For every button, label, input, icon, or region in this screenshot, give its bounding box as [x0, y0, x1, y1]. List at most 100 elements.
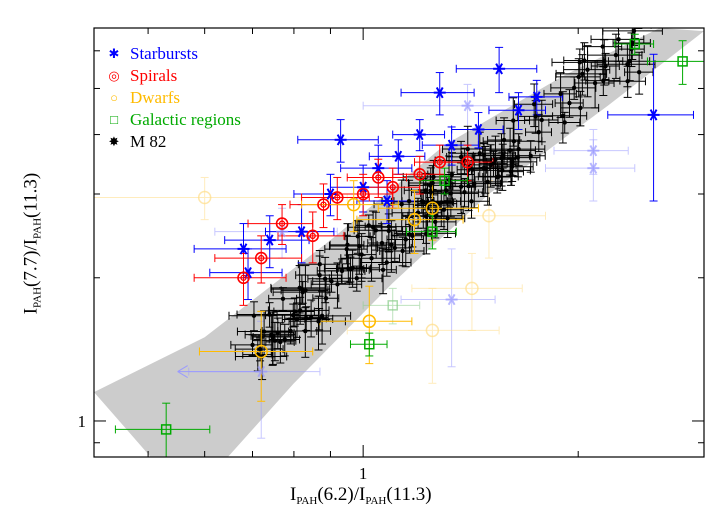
- m82-point: [278, 339, 283, 345]
- m82-point: [558, 91, 563, 97]
- m82-point: [616, 37, 621, 42]
- m82-point: [539, 117, 544, 123]
- star-stroke: [326, 188, 335, 200]
- starburst-point: [587, 144, 600, 157]
- m82-point: [297, 285, 302, 291]
- star-stroke: [447, 139, 456, 151]
- star-stroke: [447, 293, 456, 306]
- spiral-point: [413, 168, 427, 181]
- m82-point: [601, 78, 606, 83]
- error-bar: [400, 248, 496, 368]
- legend-label: Spirals: [130, 66, 178, 85]
- m82-point: [369, 256, 374, 261]
- m82-point: [366, 223, 371, 228]
- spiral-point: [275, 217, 289, 230]
- m82-point: [270, 334, 275, 340]
- error-bar: [411, 252, 523, 331]
- m82-point: [603, 63, 608, 69]
- legend-item-dwarfs: ○ Dwarfs: [104, 87, 241, 109]
- m82-point: [297, 308, 303, 313]
- m82-point: [423, 188, 429, 193]
- m82-point: [288, 328, 293, 334]
- m82-point: [359, 265, 364, 271]
- star-stroke: [257, 365, 266, 378]
- m82-point: [462, 189, 467, 195]
- star-stroke: [435, 86, 444, 99]
- m82-point: [406, 198, 412, 204]
- error-bar: [455, 46, 538, 94]
- star-stroke: [265, 234, 274, 246]
- m82-point: [322, 276, 328, 282]
- m82-point: [386, 224, 392, 229]
- galactic-region-point: [629, 38, 641, 50]
- legend: ✱ Starbursts ◎ Spirals ○ Dwarfs □ Galact…: [104, 43, 241, 153]
- spiral-point: [306, 229, 320, 243]
- starburst-point: [472, 123, 485, 136]
- m82-point: [485, 179, 490, 185]
- star-stroke: [589, 144, 598, 157]
- m82-point: [433, 219, 438, 225]
- spiral-point-inner: [464, 159, 471, 166]
- starburst-point: [493, 63, 506, 75]
- m82-point: [433, 213, 439, 219]
- m82-point: [379, 240, 385, 246]
- m82-point: [303, 288, 308, 293]
- starburst-point: [334, 134, 347, 146]
- m82-point: [373, 228, 379, 233]
- m82-point: [423, 214, 429, 219]
- m82-point: [458, 154, 464, 160]
- m82-point: [533, 114, 538, 119]
- m82-point: [329, 279, 334, 284]
- m82-point: [511, 139, 517, 144]
- m82-point: [582, 58, 587, 63]
- legend-label: Starbursts: [130, 44, 198, 63]
- m82-point: [291, 313, 296, 318]
- axes-layer: 11: [78, 27, 705, 483]
- starburst-point: [445, 139, 458, 151]
- star-stroke: [394, 150, 403, 163]
- m82-point: [466, 183, 471, 189]
- m82-point: [511, 118, 516, 123]
- m82-point: [319, 313, 325, 319]
- m82-point: [399, 202, 404, 207]
- galactic-region-point: [439, 175, 450, 186]
- m82-point: [339, 268, 345, 274]
- error-bar: [356, 190, 464, 254]
- star-stroke: [359, 181, 368, 193]
- spiral-point-inner: [359, 190, 367, 198]
- m82-point: [345, 242, 350, 248]
- m82-point: [458, 184, 464, 189]
- m82-point: [323, 296, 329, 301]
- spiral-point-inner: [389, 184, 396, 191]
- starburst-point: [357, 181, 370, 193]
- x-axis-label: IPAH(6.2)/IPAH(11.3): [290, 484, 432, 507]
- m82-point: [585, 67, 590, 72]
- m82-point: [386, 228, 391, 234]
- error-bar: [634, 28, 643, 29]
- m82-point: [419, 199, 425, 204]
- m82-point: [403, 237, 408, 242]
- m82-point: [516, 146, 521, 152]
- m82-point: [445, 216, 450, 221]
- m82-point: [304, 316, 309, 321]
- m82-point: [578, 105, 583, 111]
- error-bar: [545, 139, 636, 202]
- error-bar: [376, 234, 412, 262]
- error-bar: [94, 176, 348, 221]
- spiral-point-inner: [416, 171, 423, 178]
- spiral-point-inner: [334, 194, 341, 201]
- m82-point: [571, 85, 577, 91]
- spiral-point-inner: [309, 232, 316, 239]
- spiral-point-inner: [278, 220, 286, 227]
- error-bar: [646, 40, 704, 85]
- m82-point: [428, 189, 433, 195]
- dot-icon: ✸: [108, 134, 120, 149]
- spiral-point: [371, 171, 385, 184]
- m82-point: [335, 282, 340, 287]
- star-stroke: [297, 225, 306, 238]
- m82-point: [357, 243, 362, 249]
- m82-point: [267, 312, 272, 317]
- starburst-point: [263, 234, 276, 246]
- spiral-point-inner: [320, 201, 327, 208]
